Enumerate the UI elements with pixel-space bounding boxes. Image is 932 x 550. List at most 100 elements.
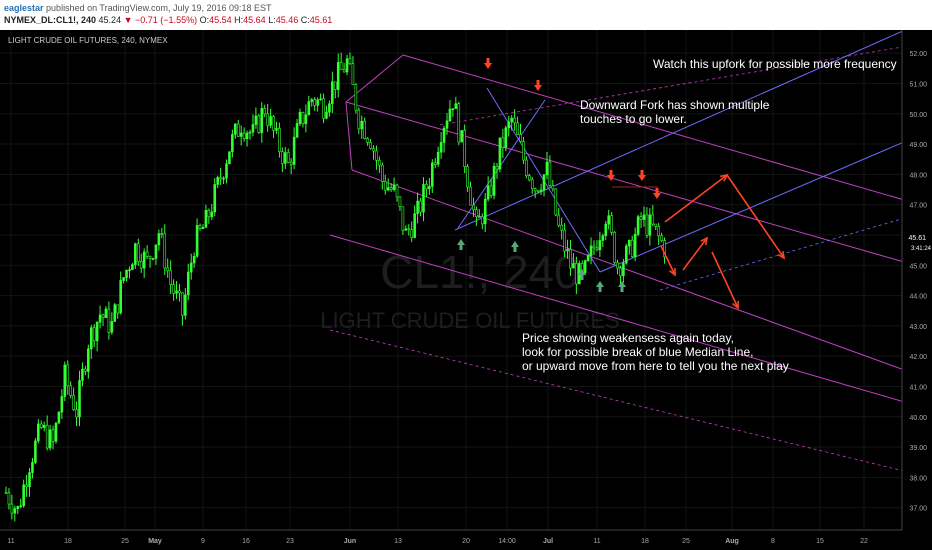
candle-body xyxy=(610,215,613,233)
candle-body xyxy=(622,262,625,277)
candle-body xyxy=(254,115,258,125)
candle-body xyxy=(598,240,602,251)
candle-body xyxy=(269,116,272,126)
candle-body xyxy=(348,58,352,64)
candle-body xyxy=(125,269,128,278)
x-tick-label: 11 xyxy=(593,538,600,545)
candle-body xyxy=(137,243,140,262)
change-value: −0.71 (−1.55%) xyxy=(135,15,198,25)
candle-body xyxy=(4,492,8,494)
candle-body xyxy=(448,108,452,122)
candle-body xyxy=(251,124,255,133)
candle-body xyxy=(583,260,587,273)
candle-body xyxy=(286,152,290,163)
high-label: H: xyxy=(234,15,244,25)
candle-body xyxy=(281,151,284,164)
candle-body xyxy=(557,214,561,226)
fork-dotted-lower xyxy=(329,329,932,479)
candle-body xyxy=(548,161,552,186)
projection-arrow-5 xyxy=(711,251,739,309)
x-tick-label: Jun xyxy=(344,538,356,545)
candle-body xyxy=(248,131,252,134)
candle-body xyxy=(542,174,546,191)
x-tick-label: 25 xyxy=(121,538,129,545)
candle-body xyxy=(463,130,466,167)
candle-body xyxy=(134,243,137,265)
candle-body xyxy=(507,121,511,129)
candle-body xyxy=(181,292,184,316)
candle-body xyxy=(301,111,305,125)
y-tick-label: 48.00 xyxy=(909,172,927,179)
chart-area[interactable]: CL1!, 240 LIGHT CRUDE OIL FUTURES LIGHT … xyxy=(0,30,932,550)
green-up-arrow xyxy=(618,281,626,287)
candle-body xyxy=(416,200,419,214)
candle-body xyxy=(357,109,361,130)
candle-body xyxy=(95,321,99,342)
projection-arrow-4-head xyxy=(700,236,709,246)
candle-body xyxy=(551,185,555,190)
watermark-symbol: CL1!, 240 xyxy=(380,246,579,298)
candle-body xyxy=(163,233,167,269)
candle-body xyxy=(645,214,649,236)
candle-body xyxy=(92,327,96,342)
x-tick-label: 11 xyxy=(7,538,14,545)
candle-body xyxy=(289,161,293,165)
publish-header: eaglestar published on TradingView.com, … xyxy=(0,0,932,30)
candle-body xyxy=(192,255,196,264)
candle-body xyxy=(354,84,358,111)
candle-body xyxy=(242,132,246,140)
candle-body xyxy=(401,206,405,231)
candle-body xyxy=(486,185,490,200)
x-tick-label: 13 xyxy=(394,538,402,545)
candle-body xyxy=(592,245,596,249)
candle-body xyxy=(54,422,58,442)
candle-body xyxy=(283,152,287,164)
candle-body xyxy=(128,269,131,271)
candle-body xyxy=(625,245,628,264)
candle-body xyxy=(16,506,20,509)
candle-body xyxy=(75,409,78,418)
candle-body xyxy=(595,247,599,251)
candle-body xyxy=(654,223,658,227)
candle-body xyxy=(98,314,102,323)
candle-body xyxy=(627,239,631,247)
candle-body xyxy=(475,209,478,217)
candle-body xyxy=(360,120,364,130)
x-tick-label: 22 xyxy=(860,538,868,545)
candle-body xyxy=(466,166,469,188)
time-axis[interactable]: 11 18 25 May 9 16 23 Jun 13 20 14:00 Jul 11 18 25 Aug 8 1… xyxy=(7,538,868,545)
candle-body xyxy=(307,101,311,116)
candles xyxy=(4,52,666,522)
candle-body xyxy=(272,116,275,131)
countdown-text: 3:41:24 xyxy=(911,246,932,252)
fork-dotted-upper xyxy=(439,41,932,126)
candle-body xyxy=(186,271,190,296)
candle-body xyxy=(78,380,81,418)
price-chart[interactable]: CL1!, 240 LIGHT CRUDE OIL FUTURES LIGHT … xyxy=(0,30,932,550)
candle-body xyxy=(266,113,269,126)
chart-title: LIGHT CRUDE OIL FUTURES, 240, NYMEX xyxy=(8,36,168,45)
x-tick-label: 20 xyxy=(462,538,470,545)
candle-body xyxy=(566,249,569,252)
candle-body xyxy=(604,223,608,236)
candle-body xyxy=(157,233,161,246)
candle-body xyxy=(616,262,619,269)
candle-body xyxy=(34,440,37,463)
candle-body xyxy=(663,240,666,258)
candle-body xyxy=(522,141,525,161)
x-tick-label: 18 xyxy=(64,538,72,545)
candle-body xyxy=(175,290,178,294)
candle-body xyxy=(131,264,134,270)
candle-body xyxy=(536,190,540,193)
candle-body xyxy=(295,123,299,138)
x-tick-label: 18 xyxy=(641,538,649,545)
author-link[interactable]: eaglestar xyxy=(4,3,44,13)
candle-body xyxy=(278,128,281,152)
red-arrow-stem xyxy=(640,170,644,175)
green-up-arrow xyxy=(457,239,465,245)
candle-body xyxy=(430,162,434,187)
candle-body xyxy=(651,214,655,225)
candle-body xyxy=(533,188,537,192)
candle-body xyxy=(545,161,549,176)
candle-body xyxy=(480,216,484,225)
